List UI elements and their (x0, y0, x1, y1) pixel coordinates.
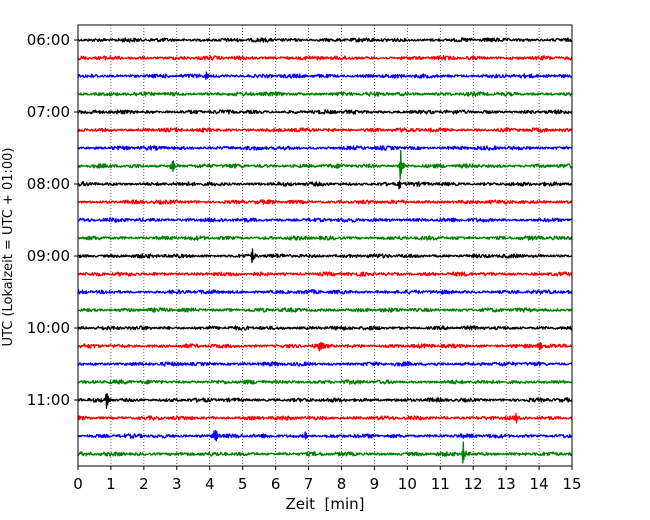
trace-0915 (77, 271, 573, 277)
x-tick-label: 15 (562, 475, 581, 493)
y-tick-label: 08:00 (27, 175, 70, 193)
trace-1115 (77, 412, 573, 424)
trace-1030 (77, 361, 573, 367)
trace-1045 (77, 379, 573, 385)
trace-0745 (77, 149, 573, 180)
trace-0600 (77, 37, 573, 43)
x-tick-label: 8 (337, 475, 347, 493)
trace-1145 (77, 441, 573, 464)
x-tick-label: 14 (530, 475, 549, 493)
y-tick-label: 10:00 (27, 319, 70, 337)
y-tick-label: 11:00 (27, 391, 70, 409)
x-tick-label: 6 (271, 475, 281, 493)
trace-0945 (77, 307, 573, 313)
x-tick-label: 5 (238, 475, 248, 493)
x-tick-label: 12 (464, 475, 483, 493)
trace-0800 (77, 180, 573, 190)
trace-0700 (77, 109, 573, 115)
y-axis-label: UTC (Lokalzeit = UTC + 01:00) (1, 148, 16, 347)
y-tick-label: 07:00 (27, 103, 70, 121)
x-tick-label: 1 (106, 475, 116, 493)
x-tick-label: 9 (370, 475, 380, 493)
x-tick-label: 2 (139, 475, 149, 493)
x-axis-label: Zeit [min] (285, 495, 364, 513)
trace-0715 (77, 127, 573, 133)
trace-0630 (77, 71, 573, 81)
x-tick-label: 0 (73, 475, 83, 493)
trace-1100 (77, 393, 573, 409)
trace-1000 (77, 325, 573, 331)
y-tick-label: 09:00 (27, 247, 70, 265)
trace-0815 (77, 199, 573, 205)
y-axis: 06:00 07:00 08:00 09:00 10:00 11:00 (27, 31, 78, 409)
y-tick-label: 06:00 (27, 31, 70, 49)
x-tick-label: 11 (431, 475, 450, 493)
trace-layer (77, 37, 573, 464)
trace-0845 (77, 235, 573, 241)
x-tick-label: 3 (172, 475, 182, 493)
trace-0900 (77, 248, 573, 263)
x-tick-label: 7 (304, 475, 314, 493)
x-tick-label: 13 (497, 475, 516, 493)
plot-frame (77, 24, 573, 467)
trace-0730 (77, 145, 573, 151)
trace-0645 (77, 91, 573, 97)
trace-0830 (77, 217, 573, 223)
trace-1015 (77, 341, 573, 352)
trace-1130 (77, 430, 573, 442)
x-tick-label: 4 (205, 475, 215, 493)
x-axis: 0 1 2 3 4 5 6 7 8 9 10 11 12 13 14 15 (73, 466, 582, 493)
trace-0615 (77, 55, 573, 61)
trace-0930 (77, 289, 573, 295)
x-tick-label: 10 (398, 475, 417, 493)
